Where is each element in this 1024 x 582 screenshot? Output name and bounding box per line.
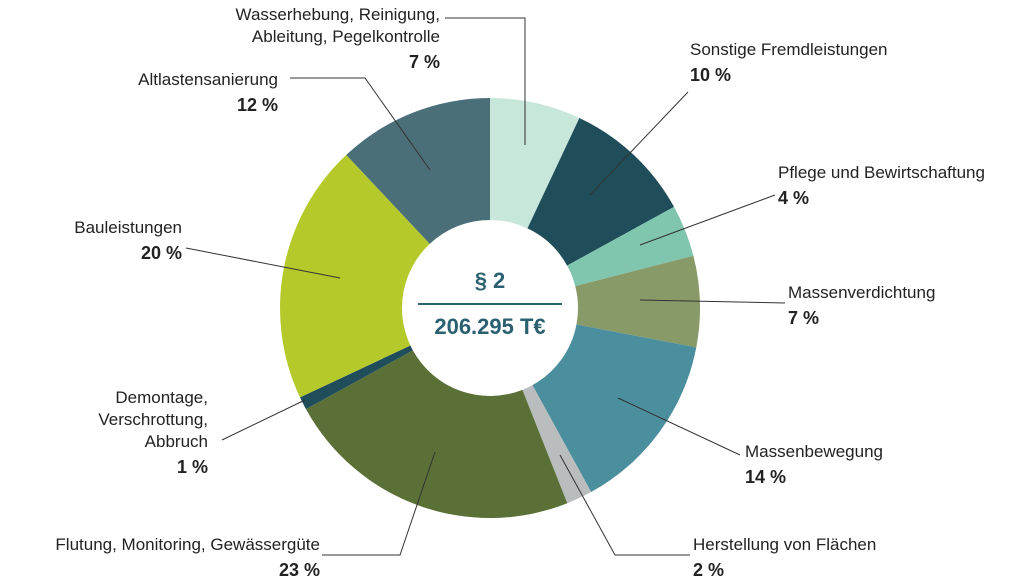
- segment-label: Massenverdichtung 7 %: [788, 282, 935, 329]
- category-name: Pflege und Bewirtschaftung: [778, 163, 985, 182]
- donut-segment: [575, 255, 700, 348]
- segment-label: Bauleistungen 20 %: [74, 217, 182, 264]
- donut-segment: [490, 98, 580, 229]
- leader-line: [445, 17, 526, 145]
- leader-line: [639, 299, 786, 304]
- donut-segment: [299, 345, 413, 410]
- segment-label: Altlastensanierung 12 %: [138, 69, 278, 116]
- percent-label: 23 %: [278, 560, 320, 580]
- donut-segment: [527, 117, 675, 266]
- donut-segment: [305, 350, 568, 518]
- category-name: Sonstige Fremdleistungen: [690, 40, 888, 59]
- percent-label: 1 %: [176, 457, 208, 477]
- percent-label: 2 %: [693, 560, 725, 580]
- category-name: Flutung, Monitoring, Gewässergüte: [55, 535, 320, 554]
- category-name: Wasserhebung, Reinigung, Ableitung, Pege…: [235, 5, 440, 46]
- percent-label: 10 %: [690, 65, 732, 85]
- percent-label: 7 %: [408, 52, 440, 72]
- segment-label: Flutung, Monitoring, Gewässergüte 23 %: [55, 534, 320, 581]
- center-divider: [418, 303, 562, 305]
- leader-line: [589, 91, 689, 196]
- category-name: Massenbewegung: [745, 442, 883, 461]
- donut-segment: [522, 385, 592, 504]
- leader-line: [290, 77, 431, 171]
- category-name: Altlastensanierung: [138, 70, 278, 89]
- category-name: Demontage, Verschrottung, Abbruch: [98, 388, 208, 451]
- segment-label: Demontage, Verschrottung, Abbruch 1 %: [78, 387, 208, 478]
- center-total: 206.295 T€: [434, 314, 546, 339]
- leader-line: [559, 454, 690, 556]
- donut-segment: [346, 98, 490, 244]
- percent-label: 12 %: [236, 95, 278, 115]
- leader-line: [185, 247, 341, 279]
- donut-segment: [280, 154, 430, 398]
- leader-line: [322, 451, 436, 556]
- category-name: Massenverdichtung: [788, 283, 936, 302]
- segment-label: Herstellung von Flächen 2 %: [693, 534, 876, 581]
- percent-label: 4 %: [778, 188, 810, 208]
- leader-line: [617, 397, 741, 456]
- category-name: Bauleistungen: [74, 218, 182, 237]
- segment-label: Massenbewegung 14 %: [745, 441, 883, 488]
- leader-line: [221, 399, 306, 441]
- donut-segment: [532, 324, 697, 493]
- leader-line: [639, 194, 776, 246]
- segment-label: Sonstige Fremdleistungen 10 %: [690, 39, 888, 86]
- percent-label: 7 %: [788, 308, 820, 328]
- category-name: Herstellung von Flächen: [693, 535, 877, 554]
- donut-segment: [567, 206, 694, 287]
- percent-label: 14 %: [745, 467, 787, 487]
- center-title: § 2: [474, 268, 506, 293]
- segment-label: Pflege und Bewirtschaftung 4 %: [778, 162, 985, 209]
- percent-label: 20 %: [140, 243, 182, 263]
- segment-label: Wasserhebung, Reinigung, Ableitung, Pege…: [190, 4, 440, 73]
